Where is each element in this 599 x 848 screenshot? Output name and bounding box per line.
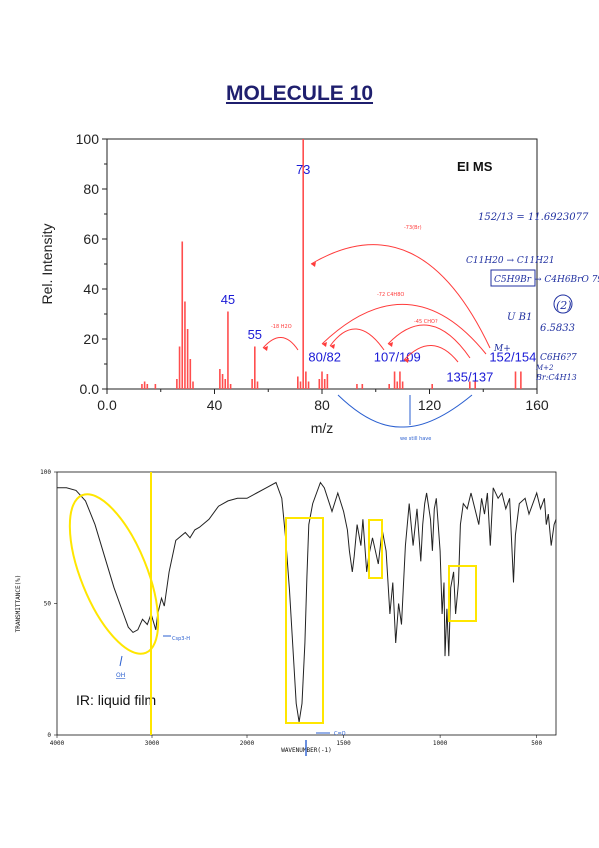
ms-loss-note: -72 C4H8O	[377, 292, 404, 298]
ir-hand-note-co: C=O	[334, 731, 346, 737]
ms-loss-arrow-72-head	[322, 342, 327, 347]
page-title: MOLECULE 10	[225, 82, 374, 105]
ir-highlight-950	[448, 565, 477, 622]
ms-loss-arrow-28	[329, 328, 385, 351]
ms-x-tick-label: 160	[525, 397, 549, 413]
ms-x-tick-label: 120	[418, 397, 442, 413]
ir-spectrum-line	[57, 481, 557, 722]
ms-hand-note: (2)	[556, 299, 572, 312]
ms-loss-note: -73(Br)	[404, 225, 422, 231]
ir-x-tick-label: 1500	[336, 740, 351, 747]
ir-x-tick-label: 4000	[50, 740, 65, 747]
ms-peak-label: 152/154	[489, 350, 536, 365]
ir-hand-note-oh: OH	[116, 672, 125, 679]
ms-peak-label: 107/109	[374, 350, 421, 365]
ms-peak-label: 135/137	[446, 370, 493, 385]
ms-hand-note: C6H6?7	[540, 353, 577, 363]
ms-y-tick-label: 100	[76, 131, 100, 147]
ir-y-axis-label: TRANSMITTANCE(%)	[15, 575, 22, 633]
ms-hand-note: 152/13 = 11.6923077	[478, 212, 589, 223]
ir-chart-label: IR: liquid film	[76, 692, 156, 708]
ir-y-tick-label: 50	[44, 601, 52, 608]
ir-x-tick-label: 3000	[145, 740, 160, 747]
ms-hand-note: M+2	[535, 364, 554, 372]
ms-x-tick-label: 40	[207, 397, 223, 413]
ms-y-tick-label: 80	[83, 181, 99, 197]
ms-peak-label: 80/82	[308, 350, 341, 365]
ms-loss-arrow-73	[310, 244, 491, 349]
ms-loss-arrow-18-head	[263, 346, 268, 351]
ms-y-tick-label: 20	[83, 331, 99, 347]
ir-y-tick-label: 100	[40, 469, 51, 476]
ms-hand-note: M+	[493, 344, 511, 354]
ms-loss-arrow-72	[321, 303, 487, 355]
ms-x-tick-label: 80	[314, 397, 330, 413]
ms-hand-note: U B1	[507, 312, 532, 323]
ms-hand-bracket	[337, 394, 473, 428]
ms-loss-arrow-73-head	[311, 262, 316, 267]
ms-hand-note: Br:C4H13	[535, 373, 577, 382]
ms-loss-note: -18 H2O	[271, 324, 292, 330]
ir-x-tick-label: 2000	[240, 740, 255, 747]
ms-peak-label: 55	[248, 327, 262, 342]
ir-highlight-1400	[368, 519, 383, 579]
ms-y-tick-label: 0.0	[80, 381, 100, 397]
ir-x-tick-label: 1000	[433, 740, 448, 747]
ms-loss-arrow-45-head	[388, 342, 393, 347]
ms-hand-note: 6.5833	[540, 323, 575, 334]
ms-y-axis-label: Rel. Intensity	[39, 224, 55, 305]
ms-chart-label: EI MS	[457, 159, 493, 174]
ir-highlight-oh	[68, 493, 160, 655]
ms-x-axis-label: m/z	[311, 420, 334, 436]
ir-highlight-co	[285, 517, 324, 724]
ir-y-tick-label: 0	[47, 732, 51, 739]
ms-peak-label: 45	[221, 292, 235, 307]
ms-hand-circle	[553, 294, 573, 314]
ms-loss-arrow-28-head	[330, 344, 335, 349]
ms-loss-arrow-45	[387, 324, 471, 359]
ms-peak-label: 73	[296, 162, 310, 177]
ir-hand-note-csp3: Csp3-H	[172, 636, 190, 642]
ms-hand-note: C11H20 → C11H21	[466, 256, 555, 266]
ms-x-tick-label: 0.0	[97, 397, 117, 413]
ir-x-tick-label: 500	[531, 740, 542, 747]
ms-loss-note: -45 CHO?	[414, 319, 438, 325]
ms-hand-box	[490, 269, 536, 287]
ms-hand-note: C5H9Br → C4H6BrO 79	[494, 275, 599, 285]
ir-hand-arrow-oh	[119, 655, 123, 667]
ms-loss-arrow-18	[262, 337, 299, 351]
ms-loss-arrow-small-head	[404, 358, 409, 363]
ms-hand-bracket-note: we still have	[400, 436, 431, 442]
ms-y-tick-label: 60	[83, 231, 99, 247]
ms-y-tick-label: 40	[83, 281, 99, 297]
mass-spectrum-chart: 0.0 20 40 60 80 100 0.0 40 80 120 160 m/z Rel. Inten…	[39, 131, 599, 442]
ms-loss-arrow-small	[403, 345, 459, 363]
